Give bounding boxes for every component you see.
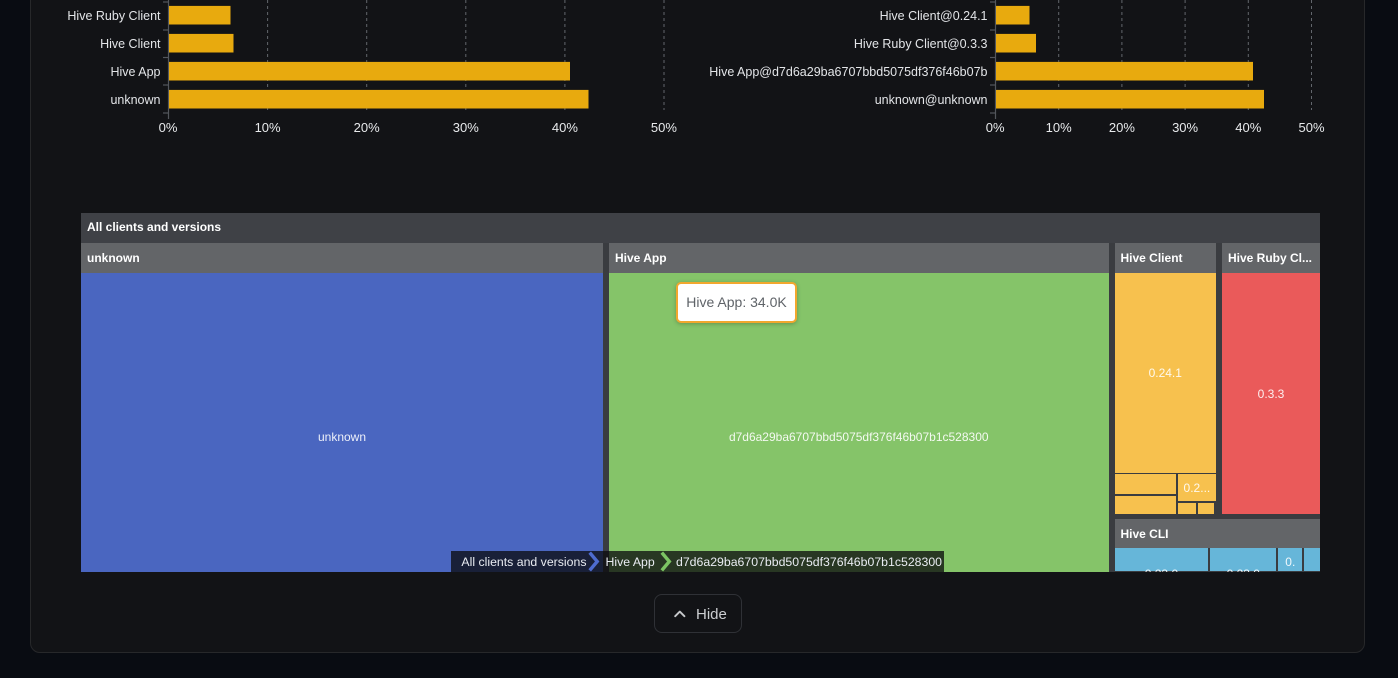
svg-text:10%: 10%	[255, 120, 281, 135]
svg-text:Hive App: Hive App	[110, 65, 160, 79]
svg-text:Hive Client: Hive Client	[100, 37, 161, 51]
svg-text:unknown: unknown	[110, 93, 160, 107]
svg-text:Hive Ruby Client: Hive Ruby Client	[67, 9, 161, 23]
svg-text:0%: 0%	[986, 120, 1005, 135]
svg-text:50%: 50%	[1298, 120, 1324, 135]
svg-text:20%: 20%	[1109, 120, 1135, 135]
svg-text:50%: 50%	[651, 120, 677, 135]
svg-text:30%: 30%	[1172, 120, 1198, 135]
svg-text:d7d6a29ba6707bbd5075df376f46b0: d7d6a29ba6707bbd5075df376f46b07b1c528300	[676, 555, 942, 569]
svg-text:unknown@unknown: unknown@unknown	[875, 93, 988, 107]
svg-text:Hive Ruby Client@0.3.3: Hive Ruby Client@0.3.3	[854, 37, 988, 51]
svg-text:0%: 0%	[159, 120, 178, 135]
svg-text:40%: 40%	[552, 120, 578, 135]
svg-text:Hive App: Hive App	[606, 555, 655, 569]
svg-text:40%: 40%	[1235, 120, 1261, 135]
svg-text:All clients and versions: All clients and versions	[461, 555, 586, 569]
svg-text:10%: 10%	[1046, 120, 1072, 135]
svg-text:Hive App@d7d6a29ba6707bbd5075d: Hive App@d7d6a29ba6707bbd5075df376f46b07…	[709, 65, 987, 79]
svg-text:30%: 30%	[453, 120, 479, 135]
svg-text:20%: 20%	[354, 120, 380, 135]
svg-text:Hive Client@0.24.1: Hive Client@0.24.1	[880, 9, 988, 23]
